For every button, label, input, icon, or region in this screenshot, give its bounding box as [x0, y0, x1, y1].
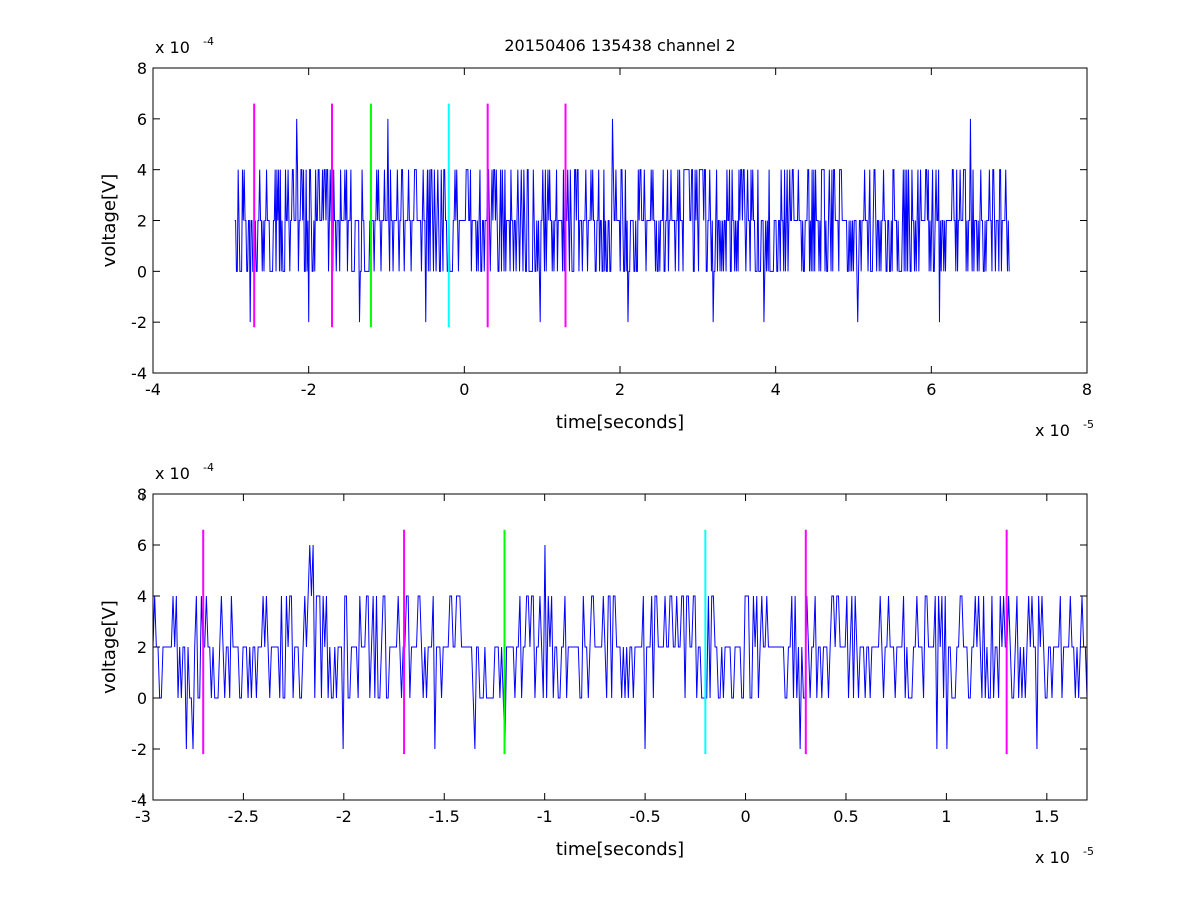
y-exponent-label: x 10	[155, 38, 190, 57]
y-exponent-power: -4	[203, 35, 214, 48]
y-tick-label: 4	[137, 161, 147, 180]
x-tick-label: 1	[941, 807, 951, 826]
signal-line	[234, 118, 1010, 323]
y-tick-label: -2	[131, 313, 147, 332]
y-tick-label: -2	[131, 740, 147, 759]
y-tick-label: 2	[137, 212, 147, 231]
x-tick-label: -1	[537, 807, 553, 826]
y-tick-label: -4	[131, 791, 147, 810]
y-tick-label: 6	[137, 110, 147, 129]
y-tick-label: 2	[137, 638, 147, 657]
x-tick-label: 2	[615, 380, 625, 399]
x-tick-label: 1.5	[1034, 807, 1059, 826]
x-exponent-label: x 10	[1035, 421, 1070, 440]
x-exponent-power: -5	[1083, 845, 1094, 858]
y-tick-label: 4	[137, 587, 147, 606]
x-tick-label: 8	[1082, 380, 1092, 399]
y-axis-label: voltage[V]	[99, 600, 120, 694]
x-tick-label: -2	[336, 807, 352, 826]
y-tick-label: 0	[137, 689, 147, 708]
x-exponent-power: -5	[1083, 418, 1094, 431]
y-axis-label: voltage[V]	[99, 174, 120, 268]
x-tick-label: 6	[926, 380, 936, 399]
figure-title: 20150406 135438 channel 2	[504, 36, 735, 55]
x-tick-label: -3	[135, 807, 151, 826]
x-tick-label: 0	[459, 380, 469, 399]
x-tick-label: -2.5	[228, 807, 259, 826]
y-tick-label: -4	[131, 364, 147, 383]
x-tick-label: -2	[301, 380, 317, 399]
y-tick-label: 8	[137, 59, 147, 78]
signal-line	[153, 544, 1087, 750]
x-tick-label: -0.5	[629, 807, 660, 826]
y-exponent-label: x 10	[155, 464, 190, 483]
y-tick-label: 6	[137, 536, 147, 555]
axes-top: -4 -2 0 2 4 6 8 -4 -2 0 2 4 6 8 time[seconds] voltage[V…	[99, 35, 1094, 440]
x-tick-label: 0	[740, 807, 750, 826]
axes-bottom: -3 -2.5 -2 -1.5 -1 -0.5 0 0.5 1 1.5 -4 -2 0 2 4 6 8 time[…	[99, 461, 1094, 867]
y-tick-label: 0	[137, 262, 147, 281]
y-tick-label: 8	[137, 485, 147, 504]
x-axis-label: time[seconds]	[556, 412, 684, 433]
x-tick-label: -1.5	[429, 807, 460, 826]
x-tick-label: -4	[145, 380, 161, 399]
x-axis-label: time[seconds]	[556, 839, 684, 860]
y-exponent-power: -4	[203, 461, 214, 474]
x-tick-label: 0.5	[833, 807, 858, 826]
x-exponent-label: x 10	[1035, 848, 1070, 867]
x-tick-label: 4	[771, 380, 781, 399]
